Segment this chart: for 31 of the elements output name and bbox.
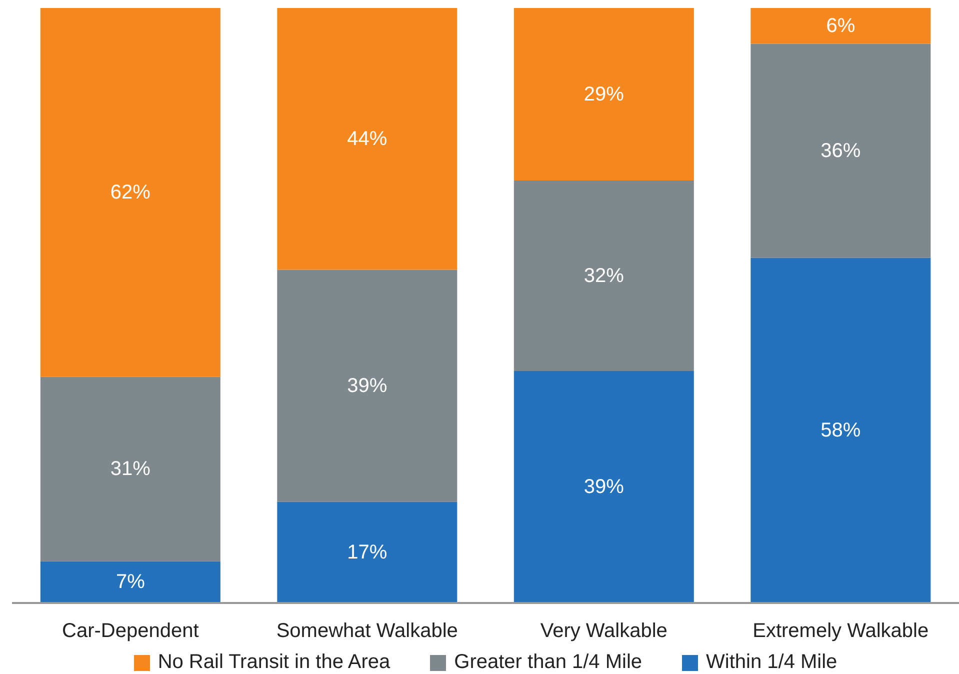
data-label: 31%	[110, 458, 151, 480]
bar	[750, 44, 931, 258]
data-label: 58%	[820, 419, 861, 442]
data-label: 29%	[584, 83, 624, 106]
bar	[514, 370, 694, 603]
x-tick-label: Car-Dependent	[62, 620, 200, 642]
bar	[40, 8, 220, 377]
x-tick-label: Extremely Walkable	[752, 620, 929, 642]
bar	[40, 376, 220, 562]
bar	[750, 258, 931, 603]
data-label: 39%	[584, 476, 624, 498]
data-label: 62%	[110, 181, 151, 204]
legend-label: Greater than 1/4 Mile	[454, 651, 642, 674]
legend-label: Within 1/4 Mile	[706, 651, 838, 674]
bar	[40, 561, 220, 603]
data-label: 17%	[347, 541, 388, 564]
data-label: 32%	[584, 264, 624, 287]
bar	[514, 180, 694, 371]
bar	[277, 502, 458, 603]
bar	[277, 270, 458, 502]
data-label: 6%	[826, 14, 856, 37]
bar	[514, 8, 694, 181]
data-label: 7%	[116, 571, 146, 594]
bar	[750, 8, 931, 44]
data-label: 39%	[347, 374, 388, 397]
legend-label: No Rail Transit in the Area	[158, 651, 390, 674]
data-label: 44%	[347, 128, 388, 150]
x-tick-label: Somewhat Walkable	[276, 620, 458, 642]
bar	[277, 8, 458, 270]
x-tick-label: Very Walkable	[540, 620, 668, 642]
data-label: 36%	[820, 140, 861, 162]
